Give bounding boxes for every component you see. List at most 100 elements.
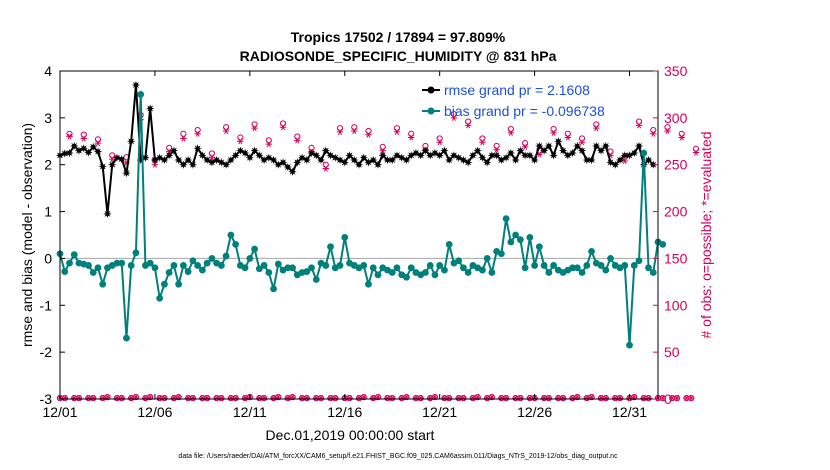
- y-tick-label: 1: [44, 204, 52, 220]
- evaluated-obs-point: [161, 395, 168, 402]
- bias-point: [123, 334, 130, 342]
- evaluated-obs-point: [521, 143, 529, 150]
- bias-point: [194, 262, 202, 269]
- bias-point: [407, 264, 415, 272]
- evaluated-obs-point: [578, 139, 586, 146]
- possible-obs-point: [507, 126, 514, 133]
- bias-point: [189, 257, 197, 265]
- bias-point: [85, 262, 92, 269]
- evaluated-obs-point: [673, 395, 681, 402]
- evaluated-obs-point: [336, 128, 344, 135]
- bias-point: [521, 264, 529, 272]
- evaluated-obs-point: [616, 395, 624, 402]
- rmse-point: [302, 155, 311, 165]
- bias-point: [488, 269, 496, 276]
- evaluated-obs-point: [251, 125, 258, 132]
- rmse-point: [288, 167, 297, 176]
- evaluated-obs-point: [408, 134, 415, 141]
- bias-point: [526, 233, 534, 241]
- evaluated-obs-point: [194, 130, 201, 137]
- evaluated-obs-point: [678, 134, 685, 141]
- possible-obs-point: [237, 134, 244, 141]
- evaluated-obs-point: [692, 149, 700, 156]
- rmse-point: [84, 148, 93, 157]
- y-right-tick-label: 200: [664, 204, 688, 220]
- evaluated-obs-point: [379, 147, 386, 154]
- evaluated-obs-point: [450, 114, 458, 121]
- rmse-point: [463, 158, 473, 167]
- possible-obs-point: [393, 125, 401, 132]
- bias-point: [156, 294, 164, 302]
- x-axis-label: Dec.01,2019 00:00:00 start: [266, 427, 435, 443]
- rmse-point: [188, 160, 198, 169]
- bias-point: [175, 280, 183, 288]
- bias-point: [232, 240, 240, 248]
- bias-point: [403, 273, 410, 281]
- evaluated-obs-point: [469, 395, 477, 402]
- evaluated-obs-point: [203, 395, 211, 402]
- rmse-point: [544, 141, 554, 151]
- evaluated-obs-point: [232, 395, 239, 402]
- bias-point: [179, 262, 187, 269]
- x-tick-label: 12/01: [42, 404, 77, 420]
- rmse-point: [511, 155, 520, 165]
- bias-point: [198, 266, 206, 274]
- possible-obs-point: [465, 118, 472, 125]
- possible-obs-point: [593, 121, 600, 128]
- bias-point: [251, 245, 258, 253]
- rmse-point: [554, 137, 563, 146]
- bias-point: [441, 266, 448, 274]
- bias-point: [289, 264, 296, 272]
- possible-obs-point: [650, 126, 657, 134]
- rmse-point: [577, 146, 587, 155]
- evaluated-obs-point: [583, 395, 591, 402]
- rmse-point: [98, 162, 107, 171]
- rmse-point: [530, 155, 539, 165]
- evaluated-obs-point: [99, 395, 106, 402]
- evaluated-obs-point: [593, 125, 600, 132]
- bias-point: [99, 280, 107, 288]
- bias-point: [393, 264, 401, 272]
- bias-point: [635, 257, 643, 265]
- rmse-point: [482, 158, 492, 167]
- bias-point: [507, 238, 515, 246]
- bias-point: [227, 231, 235, 239]
- bias-point: [70, 251, 78, 259]
- rmse-point: [316, 155, 326, 165]
- evaluated-obs-point: [664, 127, 671, 135]
- y-right-tick-label: 250: [664, 157, 688, 173]
- rmse-point: [630, 148, 639, 158]
- possible-obs-point: [578, 135, 586, 142]
- y-tick-label: -1: [40, 297, 53, 313]
- evaluated-obs-point: [365, 131, 372, 138]
- bias-point: [626, 341, 633, 349]
- evaluated-obs-point: [479, 139, 486, 146]
- evaluated-obs-point: [260, 395, 268, 402]
- possible-obs-point: [635, 118, 643, 125]
- evaluated-obs-point: [393, 128, 401, 135]
- possible-obs-point: [664, 124, 671, 131]
- bias-point: [146, 259, 154, 267]
- x-tick-label: 12/06: [137, 404, 172, 420]
- y-right-tick-label: 350: [664, 63, 688, 79]
- rmse-point: [245, 153, 255, 162]
- bias-point: [426, 262, 434, 269]
- bias-point: [170, 262, 178, 269]
- evaluated-obs-point: [688, 395, 695, 402]
- evaluated-obs-point: [464, 122, 472, 129]
- rmse-point: [131, 80, 141, 90]
- bias-point: [365, 280, 372, 288]
- evaluated-obs-point: [241, 395, 249, 402]
- y-axis-right-label: # of obs: o=possible; *=evaluated: [698, 131, 714, 338]
- y-tick-label: 2: [44, 157, 52, 173]
- legend-bias-marker: [427, 107, 435, 115]
- bias-point: [436, 262, 444, 269]
- bias-point: [583, 262, 591, 269]
- rmse-point: [568, 148, 577, 158]
- rmse-point: [122, 168, 131, 178]
- evaluated-obs-point: [426, 395, 434, 402]
- evaluated-obs-point: [559, 395, 567, 402]
- possible-obs-point: [180, 130, 187, 137]
- evaluated-obs-point: [237, 138, 244, 145]
- possible-obs-point: [223, 124, 230, 131]
